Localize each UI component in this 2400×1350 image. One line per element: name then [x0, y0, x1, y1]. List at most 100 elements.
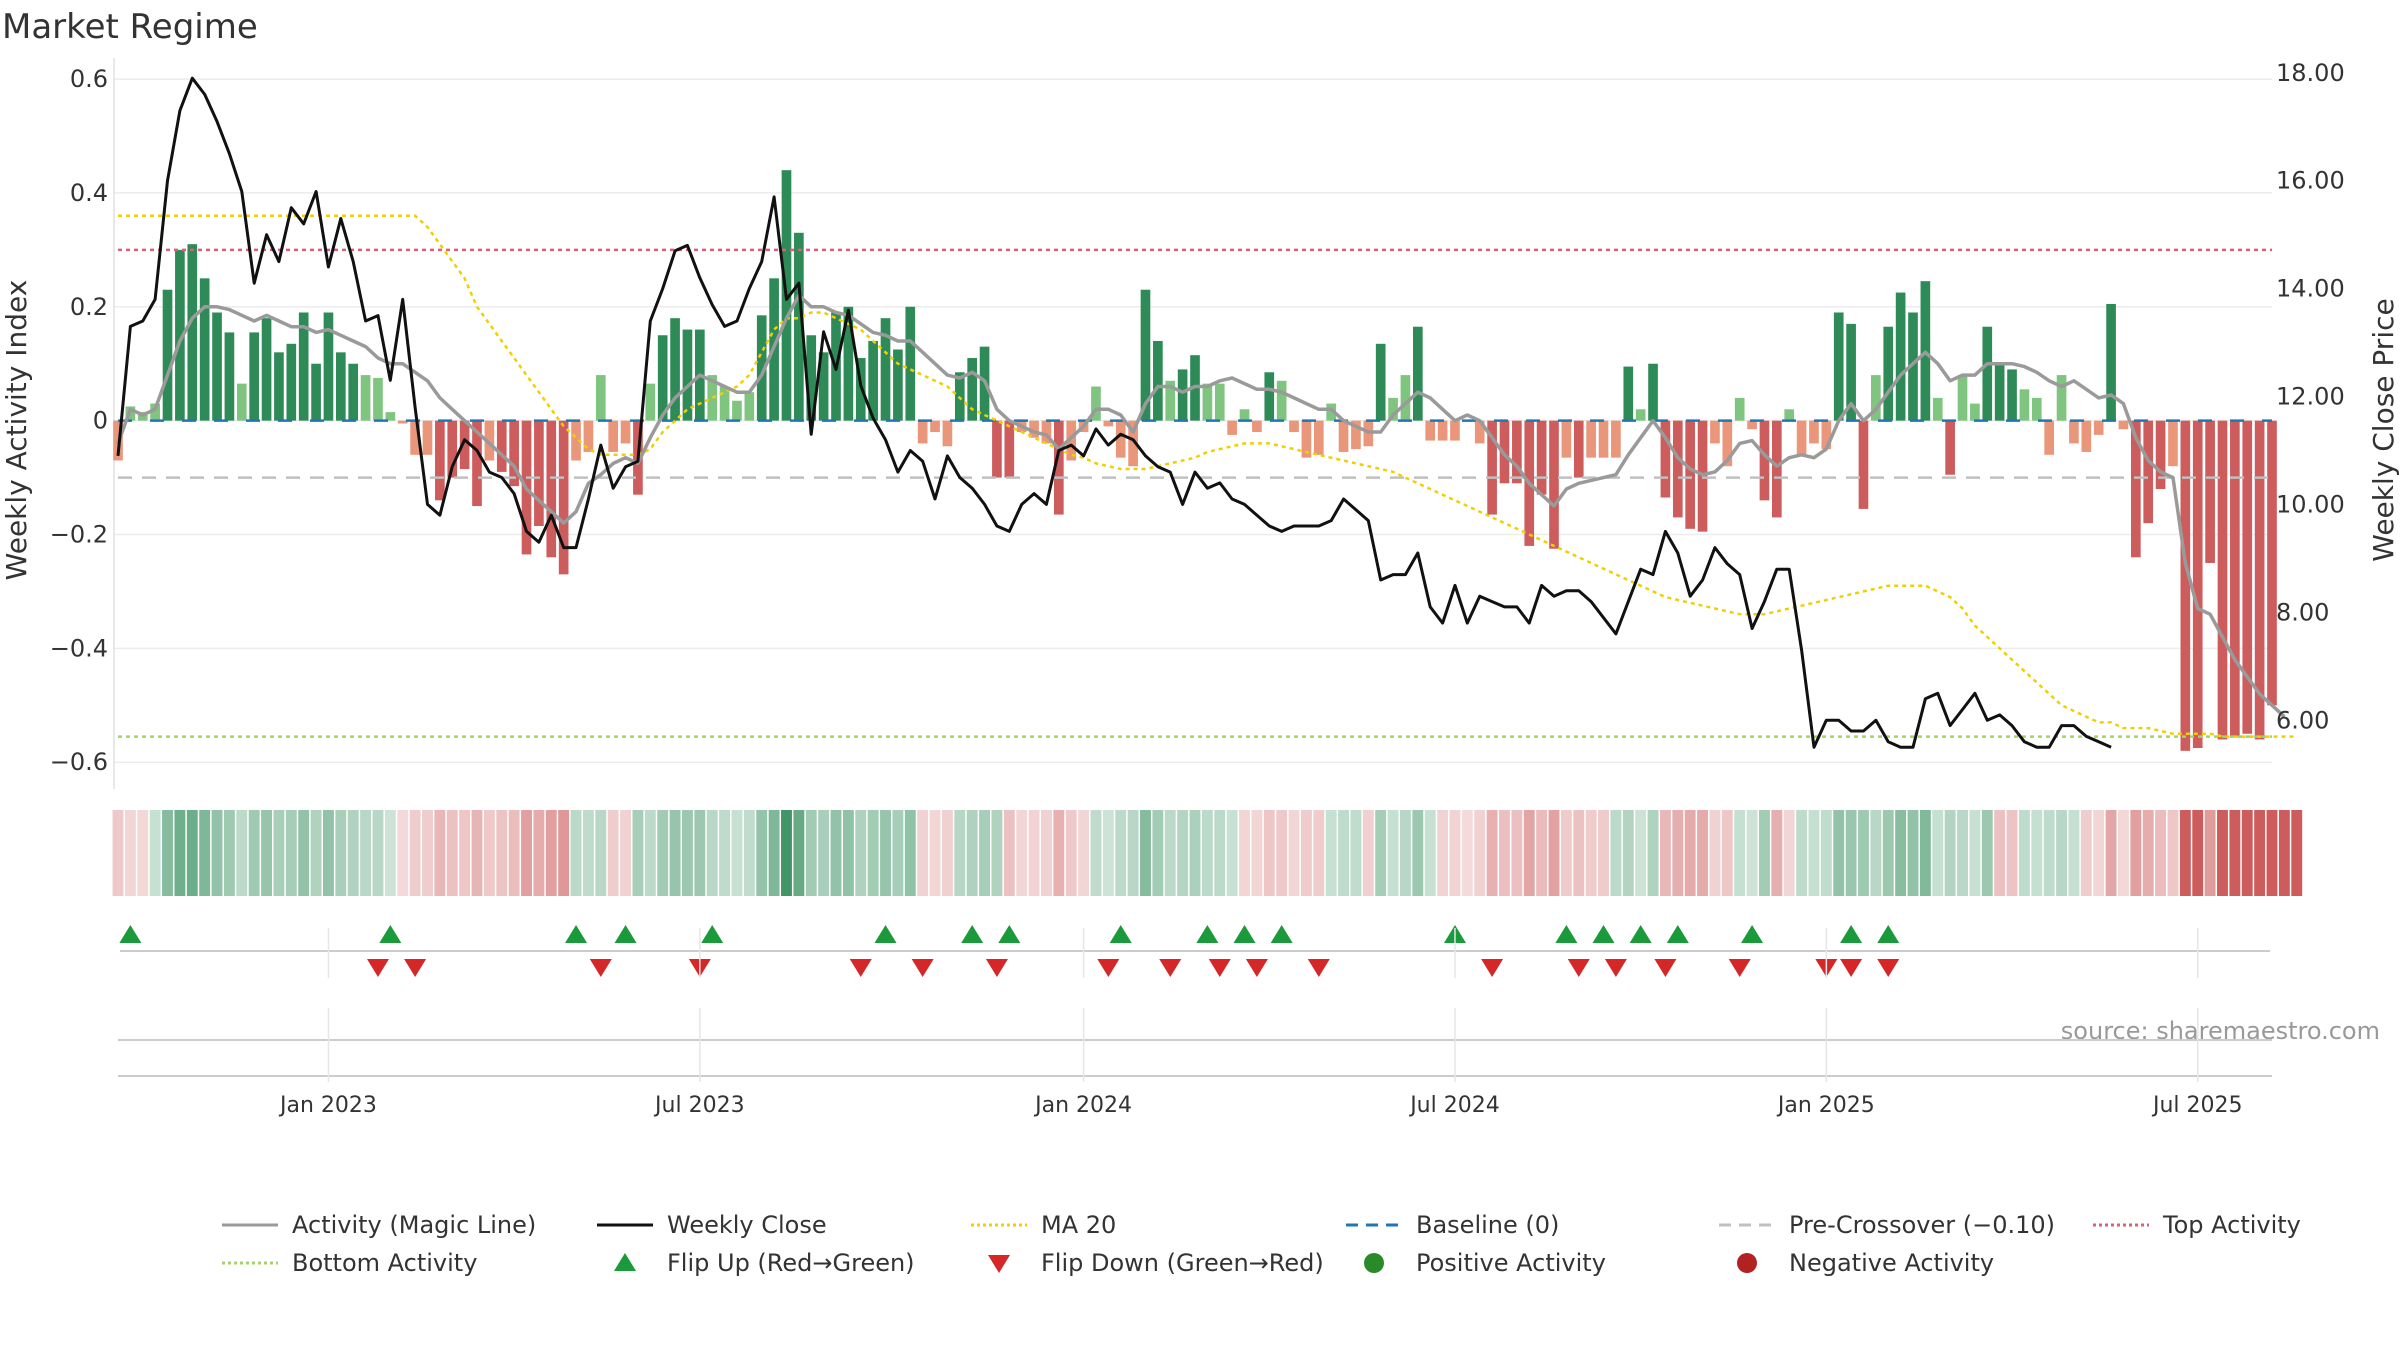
activity-bar	[992, 420, 1002, 478]
regime-cell	[211, 810, 223, 896]
activity-bar	[1660, 420, 1671, 498]
right-tick-label: 6.00	[2276, 706, 2329, 734]
regime-cell	[1065, 810, 1077, 896]
regime-cell	[644, 810, 656, 896]
regime-cell	[880, 810, 891, 896]
flip-down-marker	[1654, 959, 1677, 977]
flip-down-marker	[911, 959, 934, 977]
activity-bar	[1227, 420, 1237, 435]
flip-up-marker	[1877, 925, 1900, 943]
flip-down-marker	[1097, 959, 1120, 977]
flip-down-marker	[1481, 959, 1504, 977]
regime-cell	[323, 810, 334, 896]
regime-cell	[2105, 810, 2117, 896]
regime-cell	[1313, 810, 1325, 896]
regime-cell	[1140, 810, 1151, 896]
x-tick-label: Jul 2024	[1408, 1093, 1500, 1118]
right-tick-label: 14.00	[2276, 275, 2345, 303]
regime-cell	[1102, 810, 1114, 896]
regime-cell	[409, 810, 421, 896]
regime-cell	[966, 810, 978, 896]
legend-item: Flip Down (Green→Red)	[988, 1249, 1324, 1277]
activity-bar	[1895, 292, 1906, 421]
activity-bar	[1276, 380, 1287, 421]
regime-cell	[1635, 810, 1647, 896]
flip-up-marker	[1840, 925, 1863, 943]
regime-cell	[1115, 810, 1127, 896]
regime-cell	[1177, 810, 1189, 896]
activity-bar	[905, 306, 916, 421]
regime-cell	[1709, 810, 1721, 896]
activity-bar	[1351, 420, 1361, 450]
regime-cell	[1499, 810, 1510, 896]
regime-cell	[941, 810, 953, 896]
flip-down-marker	[1567, 959, 1590, 977]
left-axis-ticks: 0.6 0.4 0.2 0 −0.2 −0.4 −0.6	[50, 65, 108, 776]
flip-up-marker	[1629, 925, 1652, 943]
x-tick-label: Jul 2023	[653, 1093, 745, 1118]
activity-bar	[1833, 312, 1844, 421]
regime-cell	[805, 810, 817, 896]
activity-bar	[261, 318, 272, 421]
regime-cell	[1437, 810, 1449, 896]
regime-cell	[1152, 810, 1164, 896]
activity-bars	[113, 170, 2277, 751]
regime-cell	[471, 810, 483, 896]
regime-cell	[954, 810, 966, 896]
regime-cell	[347, 810, 359, 896]
activity-bar	[1858, 420, 1869, 509]
regime-cell	[446, 810, 458, 896]
activity-bar	[1202, 383, 1213, 421]
activity-bar	[224, 332, 235, 421]
regime-cell	[1288, 810, 1300, 896]
activity-bar	[2254, 420, 2265, 740]
regime-cell	[199, 810, 211, 896]
regime-cell	[261, 810, 272, 896]
regime-cell	[570, 810, 582, 896]
activity-bar	[620, 420, 631, 444]
flip-up-marker	[1196, 925, 1219, 943]
activity-bar	[1536, 420, 1547, 495]
regime-cell	[1697, 810, 1708, 896]
regime-cell	[1511, 810, 1523, 896]
regime-cell	[1375, 810, 1387, 896]
activity-bar	[1982, 326, 1993, 421]
activity-bar	[311, 363, 321, 421]
activity-bar	[2155, 420, 2166, 489]
activity-bar	[930, 420, 940, 433]
flip-down-marker	[1245, 959, 1268, 977]
activity-bar	[360, 375, 371, 421]
activity-bar	[410, 420, 420, 455]
regime-cell	[1474, 810, 1486, 896]
activity-bar	[2007, 369, 2017, 421]
activity-bar	[2118, 420, 2129, 430]
regime-cell	[1746, 810, 1758, 896]
regime-cell	[1721, 810, 1733, 896]
regime-cell	[929, 810, 941, 896]
activity-bar	[199, 278, 210, 421]
regime-cell	[1573, 810, 1585, 896]
activity-bar	[2081, 420, 2092, 452]
regime-cell	[1486, 810, 1498, 896]
flip-up-marker	[998, 925, 1021, 943]
regime-cell	[273, 810, 285, 896]
activity-bar	[1771, 420, 1782, 518]
activity-bar	[298, 312, 309, 421]
legend-item: Bottom Activity	[222, 1249, 477, 1277]
activity-bar	[1623, 366, 1634, 421]
regime-cell	[1362, 810, 1374, 896]
legend-label: Flip Down (Green→Red)	[1041, 1249, 1324, 1277]
regime-cell	[731, 810, 743, 896]
activity-bar	[1425, 420, 1436, 441]
regime-cell	[1041, 810, 1052, 896]
activity-bar	[1710, 420, 1720, 444]
activity-bar	[1883, 326, 1894, 421]
regime-cell	[2217, 810, 2228, 896]
regime-cell	[1226, 810, 1238, 896]
regime-cell	[2155, 810, 2167, 896]
regime-cell	[694, 810, 706, 896]
regime-cell	[149, 810, 161, 896]
legend-swatch	[614, 1253, 636, 1271]
flip-up-marker	[1555, 925, 1578, 943]
